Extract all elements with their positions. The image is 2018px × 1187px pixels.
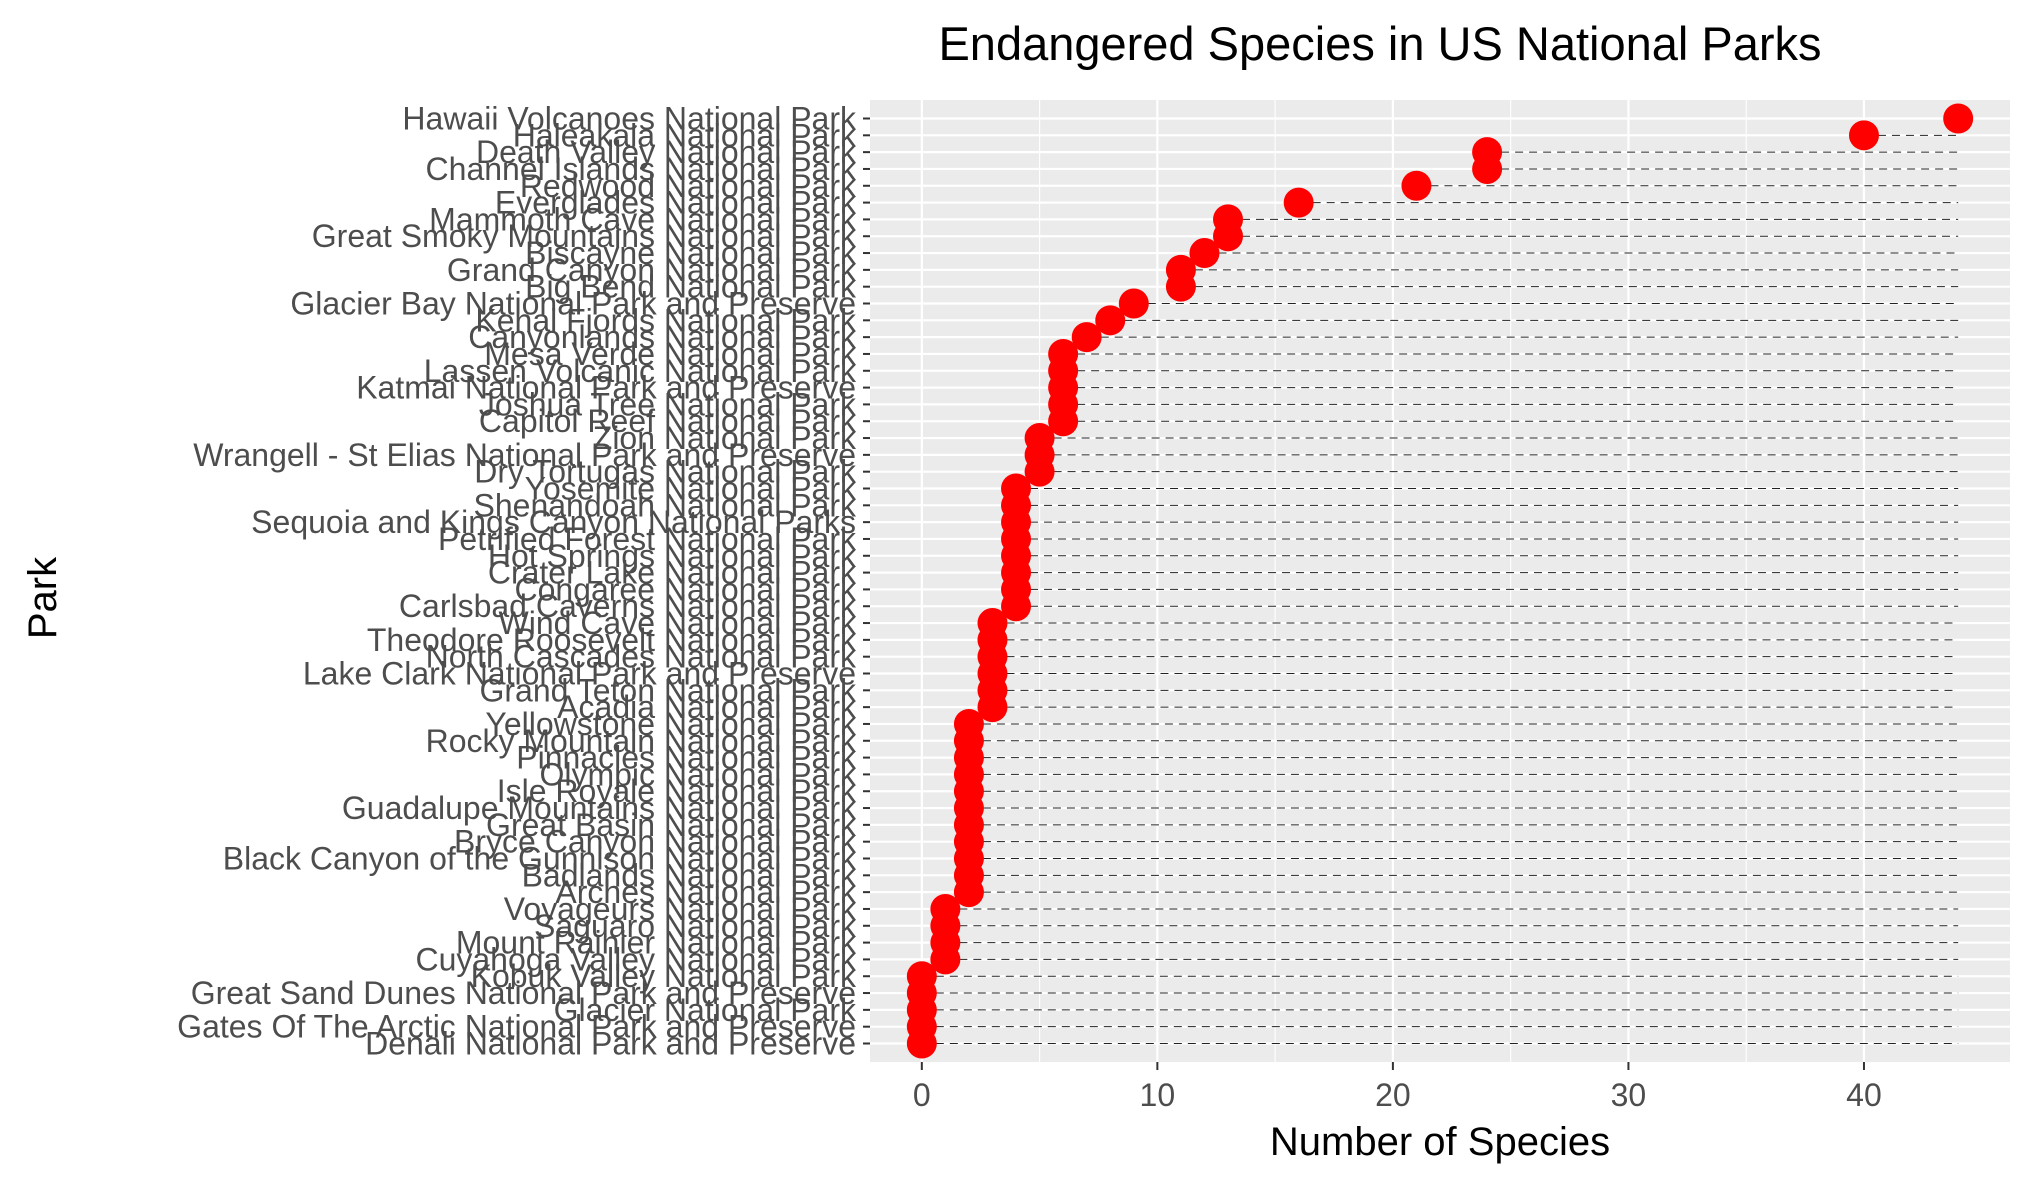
y-tick-label: Black Canyon of the Gunnison National Pa… <box>223 841 857 877</box>
x-tick-label: 40 <box>1846 1077 1882 1113</box>
y-tick-label: Acadia National Park <box>557 689 857 725</box>
y-tick-label: Glacier National Park <box>554 992 857 1028</box>
x-tick-label: 0 <box>913 1077 931 1113</box>
y-tick-label: Grand Canyon National Park <box>447 252 857 288</box>
y-tick-label: Grand Teton National Park <box>479 672 857 708</box>
data-point <box>1848 120 1879 151</box>
y-tick-label: Cuyahoga Valley National Park <box>415 941 857 977</box>
plot-panel <box>870 100 2010 1062</box>
y-tick-label: Great Smoky Mountains National Park <box>312 218 857 254</box>
y-tick-label: Congaree National Park <box>514 571 857 607</box>
data-point <box>1472 153 1503 184</box>
y-tick-label: Mammoth Cave National Park <box>429 201 857 237</box>
data-point <box>1213 221 1244 252</box>
data-point <box>1118 288 1149 319</box>
y-tick-label: Yosemite National Park <box>525 471 857 507</box>
y-tick-label: Petrified Forest National Park <box>438 521 857 557</box>
y-tick-label: Great Basin National Park <box>486 807 857 843</box>
y-tick-label: Canyonlands National Park <box>468 319 857 355</box>
y-tick-label: Everglades National Park <box>495 185 857 221</box>
y-tick-label: Arches National Park <box>555 874 857 910</box>
y-tick-label: Wrangell - St Elias National Park and Pr… <box>193 437 856 473</box>
y-tick-label: Mesa Verde National Park <box>484 336 857 372</box>
data-point <box>1165 271 1196 302</box>
y-tick-label: Lake Clark National Park and Preserve <box>303 656 856 692</box>
y-tick-label: Death Valley National Park <box>476 134 857 170</box>
x-axis: 0 10 20 30 40 <box>913 1062 1882 1113</box>
y-tick-label: Great Sand Dunes National Park and Prese… <box>191 975 856 1011</box>
y-tick-label: Capitol Reef National Park <box>479 403 857 439</box>
y-tick-label: Bryce Canyon National Park <box>454 824 857 860</box>
chart-title: Endangered Species in US National Parks <box>938 17 1821 70</box>
y-tick-label: Haleakala National Park <box>513 117 857 153</box>
x-axis-title: Number of Species <box>1270 1120 1610 1164</box>
data-point <box>1048 406 1079 437</box>
y-tick-label: Rocky Mountain National Park <box>426 723 857 759</box>
y-tick-label: North Cascades National Park <box>426 639 857 675</box>
y-tick-label: Gates Of The Arctic National Park and Pr… <box>177 1009 856 1045</box>
y-tick-label: Pinnacles National Park <box>516 740 857 776</box>
y-tick-label: Carlsbad Caverns National Park <box>399 588 857 624</box>
data-point <box>1283 187 1314 218</box>
y-tick-label: Redwood National Park <box>520 168 857 204</box>
data-point <box>1943 103 1974 134</box>
y-tick-label: Isle Royale National Park <box>497 773 857 809</box>
data-points <box>906 103 1974 1059</box>
y-tick-label: Wind Cave National Park <box>499 605 857 641</box>
y-tick-label: Kenai Fjords National Park <box>475 302 857 338</box>
data-point <box>1189 238 1220 269</box>
y-tick-label: Olympic National Park <box>539 756 857 792</box>
y-tick-label: Badlands National Park <box>522 857 857 893</box>
y-tick-label: Denali National Park and Preserve <box>365 1026 856 1062</box>
data-point <box>906 1028 937 1059</box>
y-tick-label: Kobuk Valley National Park <box>471 958 857 994</box>
y-tick-label: Joshua Tree National Park <box>479 386 857 422</box>
data-point <box>1401 170 1432 201</box>
y-tick-label: Katmai National Park and Preserve <box>356 370 856 406</box>
y-tick-label: Lassen Volcanic National Park <box>424 353 857 389</box>
x-tick-label: 30 <box>1611 1077 1647 1113</box>
y-tick-label: Hawaii Volcanoes National Park <box>402 101 857 137</box>
y-tick-label: Zion National Park <box>593 420 857 456</box>
y-axis: Hawaii Volcanoes National ParkHaleakala … <box>177 101 870 1062</box>
y-tick-label: Guadalupe Mountains National Park <box>342 790 857 826</box>
y-tick-label: Channel Islands National Park <box>426 151 857 187</box>
data-point <box>930 944 961 975</box>
y-tick-label: Hot Springs National Park <box>488 538 857 574</box>
y-tick-label: Crater Lake National Park <box>488 555 857 591</box>
x-tick-label: 20 <box>1375 1077 1411 1113</box>
x-tick-label: 10 <box>1140 1077 1176 1113</box>
y-tick-label: Dry Tortugas National Park <box>474 454 857 490</box>
data-point <box>977 692 1008 723</box>
y-tick-label: Shenandoah National Park <box>474 487 858 523</box>
y-tick-label: Biscayne National Park <box>525 235 857 271</box>
data-point <box>1095 305 1126 336</box>
y-tick-label: Big Bend National Park <box>525 269 857 305</box>
dashed-segments <box>921 134 1959 1044</box>
data-point <box>1071 322 1102 353</box>
y-tick-label: Saguaro National Park <box>534 908 857 944</box>
y-axis-title: Park <box>21 556 65 639</box>
data-point <box>953 877 984 908</box>
y-tick-label: Yellowstone National Park <box>485 706 857 742</box>
y-tick-label: Theodore Roosevelt National Park <box>367 622 857 658</box>
data-point <box>1024 456 1055 487</box>
y-tick-label: Mount Rainier National Park <box>456 925 857 961</box>
data-point <box>1001 591 1032 622</box>
y-tick-label: Glacier Bay National Park and Preserve <box>290 286 856 322</box>
y-tick-label: Voyageurs National Park <box>504 891 857 927</box>
y-tick-label: Sequoia and Kings Canyon National Parks <box>251 504 856 540</box>
